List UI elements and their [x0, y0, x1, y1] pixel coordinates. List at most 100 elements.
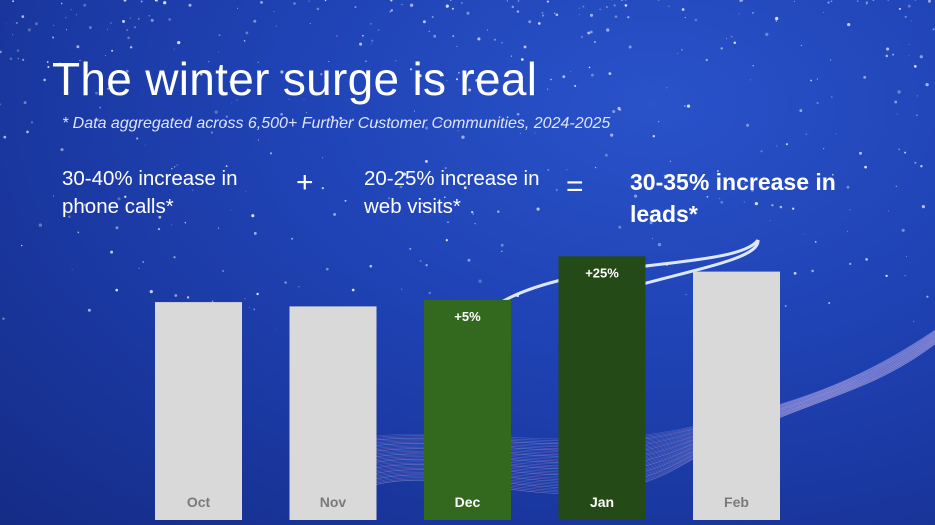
snow-dot	[685, 294, 687, 296]
snow-dot	[99, 106, 102, 109]
snow-dot	[331, 115, 334, 118]
snow-dot	[362, 34, 364, 37]
snow-dot	[775, 16, 779, 21]
snow-dot	[612, 109, 616, 114]
snow-dot	[174, 294, 178, 297]
x-tick-label: Oct	[187, 494, 211, 510]
snow-dot	[425, 126, 429, 130]
snow-dot	[634, 194, 638, 198]
snow-dot	[578, 7, 580, 9]
snow-dot	[30, 121, 34, 124]
snow-dot	[618, 108, 622, 112]
snow-dot	[915, 114, 918, 117]
snow-dot	[816, 78, 818, 80]
snow-dot	[908, 43, 910, 45]
snow-dot	[455, 78, 459, 81]
snow-dot	[793, 0, 795, 2]
snow-dot	[111, 49, 114, 52]
snow-dot	[830, 96, 833, 98]
snow-dot	[478, 279, 482, 283]
snow-dot	[87, 308, 91, 312]
snow-dot	[769, 220, 771, 222]
snow-dot	[129, 46, 133, 49]
snow-dot	[886, 47, 890, 51]
snow-dot	[523, 45, 527, 49]
snow-dot	[816, 101, 819, 105]
snow-dot	[733, 41, 737, 45]
snow-dot	[447, 221, 449, 224]
snow-dot	[487, 29, 489, 31]
snow-dot	[244, 297, 246, 300]
snow-dot	[865, 258, 868, 261]
snow-dot	[217, 51, 220, 53]
snow-dot	[171, 168, 173, 170]
snow-dot	[926, 295, 929, 298]
snow-dot	[369, 22, 372, 25]
snow-dot	[214, 110, 218, 114]
snow-dot	[493, 82, 495, 84]
snow-dot	[377, 29, 380, 31]
snow-dot	[501, 41, 503, 44]
snow-dot	[47, 65, 50, 69]
snow-dot	[895, 185, 897, 188]
snow-dot	[253, 231, 257, 235]
snow-dot	[110, 22, 112, 24]
snow-dot	[628, 45, 632, 49]
snow-dot	[148, 14, 151, 17]
snow-dot	[230, 209, 232, 211]
snow-dot	[154, 0, 158, 2]
snow-dot	[60, 148, 64, 152]
snow-dot	[59, 62, 61, 64]
snow-dot	[605, 6, 608, 8]
snow-dot	[104, 54, 106, 57]
snow-dot	[12, 0, 15, 3]
snow-dot	[446, 80, 448, 82]
snow-dot	[409, 247, 412, 250]
snow-dot	[528, 20, 532, 24]
snow-dot	[916, 95, 918, 97]
snow-dot	[754, 202, 759, 206]
snow-dot	[681, 48, 683, 51]
bar-dec	[424, 299, 511, 520]
data-label: +5%	[454, 309, 481, 324]
snow-dot	[173, 256, 176, 259]
snow-dot	[371, 43, 373, 45]
snow-dot	[799, 109, 803, 113]
snow-dot	[627, 16, 630, 19]
snow-dot	[354, 6, 357, 9]
snow-dot	[553, 12, 556, 15]
snow-dot	[284, 281, 287, 284]
snow-dot	[475, 78, 479, 82]
snow-dot	[913, 65, 917, 68]
snow-dot	[718, 197, 721, 200]
snow-dot	[898, 7, 901, 10]
snow-dot	[256, 292, 259, 296]
snow-dot	[3, 135, 7, 139]
snow-dot	[324, 0, 327, 2]
snow-dot	[746, 123, 750, 127]
bar-oct	[155, 302, 242, 520]
stat-leads: 30-35% increase in leads*	[630, 169, 836, 227]
snow-dot	[657, 242, 662, 247]
snow-dot	[828, 302, 831, 304]
snow-dot	[35, 22, 38, 26]
snow-dot	[15, 21, 18, 25]
snow-dot	[369, 264, 373, 268]
snow-dot	[388, 197, 390, 200]
snow-dot	[793, 271, 797, 275]
snow-dot	[83, 3, 87, 7]
arrow-to-jan	[623, 239, 760, 292]
snow-dot	[269, 152, 273, 155]
snow-dot	[68, 215, 71, 219]
snow-dot	[849, 209, 851, 211]
snow-dot	[46, 61, 49, 63]
snow-dot	[52, 195, 55, 197]
snow-dot	[785, 143, 788, 146]
snow-dot	[464, 174, 466, 176]
snow-dot	[594, 166, 597, 169]
snow-dot	[457, 130, 460, 132]
snow-dot	[208, 60, 210, 63]
snow-dot	[418, 74, 422, 78]
snow-dot	[444, 167, 447, 170]
